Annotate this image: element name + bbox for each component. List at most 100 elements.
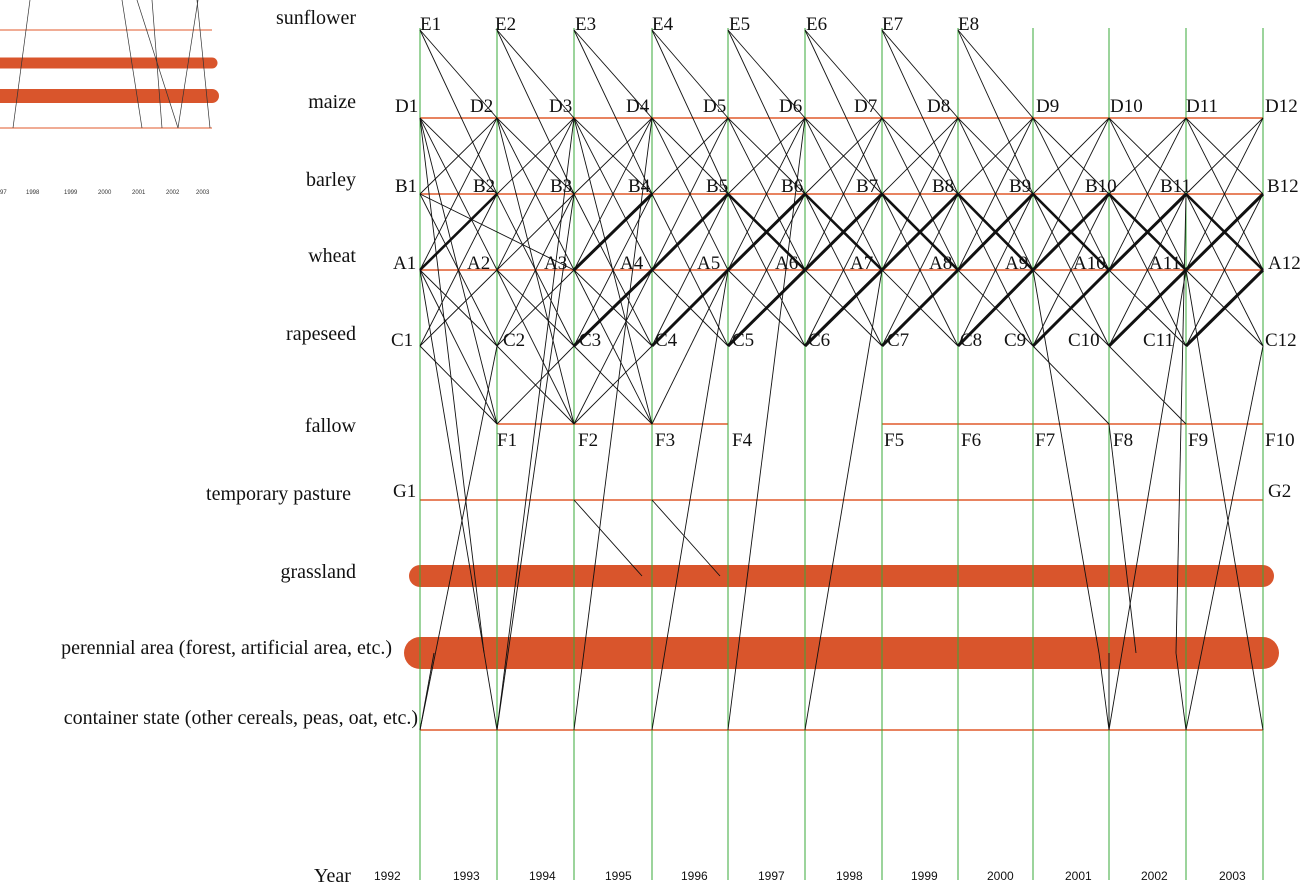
transition-edge — [1108, 117, 1187, 195]
transition-edge — [1108, 269, 1187, 731]
transition-edge — [1107, 268, 1188, 348]
node-label-c9: C9 — [1004, 330, 1026, 351]
transition-edge — [1185, 193, 1264, 271]
inset-edge — [121, 0, 143, 129]
transition-edge — [957, 29, 1034, 119]
transition-edge — [419, 269, 498, 425]
node-label-e2: E2 — [495, 14, 516, 35]
transition-edge — [957, 117, 1034, 271]
transition-edge — [419, 345, 498, 425]
transition-edge — [573, 117, 653, 195]
node-label-b10: B10 — [1085, 176, 1117, 197]
row-label-container: container state (other cereals, peas, oa… — [64, 707, 418, 729]
transition-edge — [651, 29, 729, 119]
transition-edge — [804, 117, 883, 195]
transition-edge — [419, 117, 498, 271]
row-labels: sunflower maize barley wheat rapeseed fallow t… — [61, 7, 418, 729]
transition-edge — [727, 117, 806, 731]
inset-year-label: 2002 — [166, 190, 180, 196]
transition-edge — [1175, 652, 1187, 731]
inset-thumbnail: 97 1998 1999 2000 2001 2002 2003 — [0, 0, 219, 196]
node-label-a10: A10 — [1073, 253, 1106, 274]
transition-edge — [572, 192, 654, 272]
transition-edge — [1032, 269, 1100, 654]
transition-edge — [1108, 117, 1187, 271]
transition-edge — [573, 269, 653, 425]
node-labels: E1 E2 E3 E4 E5 E6 E7 E8 D1 D2 D3 D4 D5 D6 D7 D8 D9 D10 D11… — [391, 14, 1301, 502]
node-label-g1: G1 — [393, 481, 416, 502]
state-lines — [420, 117, 1263, 731]
transition-edge — [573, 117, 653, 271]
transition-edge — [650, 192, 730, 272]
inset-year-label: 1999 — [64, 190, 78, 196]
node-label-f1: F1 — [497, 430, 517, 451]
transition-edge — [496, 29, 575, 195]
transition-edge — [727, 117, 806, 271]
row-label-rapeseed: rapeseed — [286, 323, 356, 345]
inset-year-label: 2003 — [196, 190, 210, 196]
transition-edge — [727, 29, 806, 195]
transition-edge — [651, 193, 729, 347]
transition-edge — [573, 499, 643, 577]
transition-edge — [1098, 652, 1110, 731]
year-label-1992: 1992 — [374, 869, 401, 883]
transition-edge — [1032, 193, 1110, 271]
year-label-2003: 2003 — [1219, 869, 1246, 883]
inset-edge — [177, 0, 199, 129]
node-label-e4: E4 — [652, 14, 674, 35]
node-label-e6: E6 — [806, 14, 827, 35]
node-label-c6: C6 — [808, 330, 830, 351]
transition-edge — [1185, 117, 1264, 195]
row-label-temporary-pasture: temporary pasture — [206, 483, 351, 505]
node-label-a5: A5 — [697, 253, 720, 274]
transition-edge — [651, 117, 729, 271]
transition-edge — [881, 117, 959, 195]
transition-edges — [419, 29, 1265, 731]
node-label-f3: F3 — [655, 430, 675, 451]
node-label-b5: B5 — [706, 176, 728, 197]
node-label-d1: D1 — [395, 96, 418, 117]
transition-edge — [881, 193, 959, 347]
node-label-d8: D8 — [927, 96, 950, 117]
transition-edge — [419, 117, 485, 654]
node-label-a11: A11 — [1149, 253, 1181, 274]
transition-edge — [651, 269, 729, 425]
inset-edge — [151, 0, 163, 129]
transition-edge — [957, 29, 1034, 195]
transition-edge — [804, 193, 883, 347]
transition-edge — [496, 193, 575, 271]
year-label-1995: 1995 — [605, 869, 632, 883]
node-label-f2: F2 — [578, 430, 598, 451]
transition-edge — [496, 117, 575, 731]
node-label-d7: D7 — [854, 96, 877, 117]
year-axis-title: Year — [314, 865, 351, 886]
transition-edge — [1185, 193, 1264, 347]
inset-year-label: 1998 — [26, 190, 40, 196]
transition-edge — [803, 268, 884, 348]
transition-edge — [496, 269, 575, 425]
transition-edge — [1031, 268, 1111, 348]
transition-edge — [419, 29, 498, 119]
row-label-barley: barley — [306, 169, 356, 191]
inset-edge — [196, 0, 211, 129]
transition-edge — [804, 117, 883, 271]
transition-edge — [573, 29, 653, 119]
transition-edge — [1108, 193, 1187, 271]
node-label-e7: E7 — [882, 14, 903, 35]
node-label-a6: A6 — [775, 253, 798, 274]
node-label-a12: A12 — [1268, 253, 1301, 274]
row-label-wheat: wheat — [308, 245, 356, 267]
year-label-1994: 1994 — [529, 869, 556, 883]
transition-edge — [419, 652, 435, 731]
node-label-c3: C3 — [579, 330, 601, 351]
transition-edge — [727, 29, 806, 119]
node-label-c5: C5 — [732, 330, 754, 351]
year-lines — [419, 28, 1264, 880]
transition-edge — [419, 345, 498, 731]
transition-edge — [651, 29, 729, 195]
node-label-a1: A1 — [393, 253, 416, 274]
inset-edge — [12, 0, 31, 129]
transition-edge — [1184, 268, 1265, 348]
transition-edge — [1185, 269, 1264, 731]
